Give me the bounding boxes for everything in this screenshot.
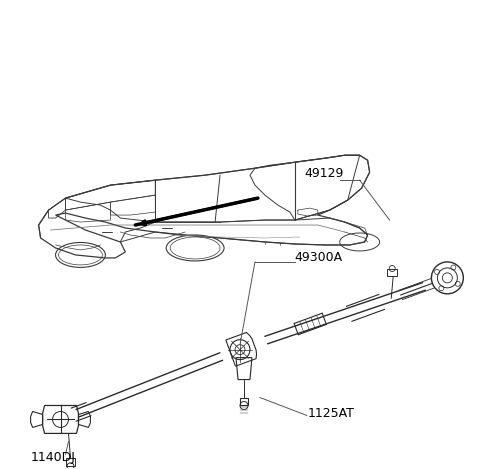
Text: 1125AT: 1125AT (308, 407, 355, 420)
Text: 1140DJ: 1140DJ (31, 451, 75, 464)
Text: 49129: 49129 (305, 166, 344, 180)
Text: 49300A: 49300A (295, 251, 343, 265)
